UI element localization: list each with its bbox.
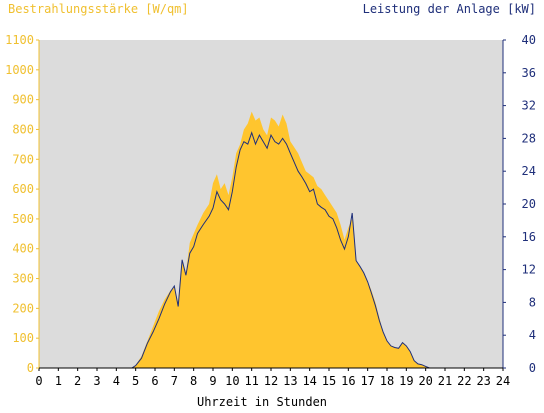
- right-tick-label: 4: [529, 328, 536, 342]
- left-tick-label: 1100: [5, 33, 34, 47]
- left-tick-label: 1000: [5, 63, 34, 77]
- x-axis-title: Uhrzeit in Stunden: [197, 395, 327, 408]
- right-tick-label: 12: [522, 263, 536, 277]
- right-tick-label: 8: [529, 295, 536, 309]
- right-tick-label: 20: [522, 197, 536, 211]
- x-tick-label: 14: [302, 374, 316, 388]
- right-tick-label: 0: [529, 361, 536, 375]
- plot-area: 0 1 2 3 4 5 6 7 8 9 10 11 12 13 14 15 16 17 18 19 20 21 22 23 24…: [5, 33, 536, 388]
- right-tick-label: 36: [522, 66, 536, 80]
- right-tick-label: 28: [522, 131, 536, 145]
- right-tick-label: 40: [522, 33, 536, 47]
- right-tick-label: 32: [522, 99, 536, 113]
- right-axis-title: Leistung der Anlage [kW]: [363, 2, 536, 16]
- x-tick-label: 17: [360, 374, 374, 388]
- x-tick-label: 3: [93, 374, 100, 388]
- left-tick-label: 100: [12, 331, 34, 345]
- left-tick-label: 300: [12, 272, 34, 286]
- left-tick-label: 600: [12, 182, 34, 196]
- x-tick-label: 24: [496, 374, 510, 388]
- left-tick-label: 400: [12, 242, 34, 256]
- left-axis-title: Bestrahlungsstärke [W/qm]: [8, 2, 189, 16]
- right-tick-label: 16: [522, 230, 536, 244]
- x-tick-label: 16: [341, 374, 355, 388]
- x-tick-label: 20: [418, 374, 432, 388]
- x-tick-label: 9: [209, 374, 216, 388]
- x-tick-label: 23: [476, 374, 490, 388]
- x-tick-label: 0: [35, 374, 42, 388]
- left-tick-label: 700: [12, 152, 34, 166]
- irradiance-area: [39, 111, 503, 368]
- power-line: [39, 131, 503, 369]
- x-tick-label: 4: [113, 374, 120, 388]
- x-tick-label: 7: [171, 374, 178, 388]
- x-tick-label: 12: [264, 374, 278, 388]
- x-tick-label: 1: [55, 374, 62, 388]
- x-tick-label: 18: [380, 374, 394, 388]
- left-tick-label: 0: [27, 361, 34, 375]
- x-tick-label: 13: [283, 374, 297, 388]
- left-tick-label: 500: [12, 212, 34, 226]
- x-tick-label: 15: [322, 374, 336, 388]
- x-tick-label: 19: [399, 374, 413, 388]
- left-tick-label: 200: [12, 301, 34, 315]
- x-tick-label: 2: [74, 374, 81, 388]
- x-tick-label: 21: [438, 374, 452, 388]
- x-tick-label: 8: [190, 374, 197, 388]
- x-tick-label: 5: [132, 374, 139, 388]
- x-tick-label: 10: [225, 374, 239, 388]
- x-tick-label: 6: [151, 374, 158, 388]
- left-tick-label: 800: [12, 122, 34, 136]
- x-tick-label: 22: [457, 374, 471, 388]
- left-tick-label: 900: [12, 93, 34, 107]
- x-tick-label: 11: [244, 374, 258, 388]
- right-tick-label: 24: [522, 164, 536, 178]
